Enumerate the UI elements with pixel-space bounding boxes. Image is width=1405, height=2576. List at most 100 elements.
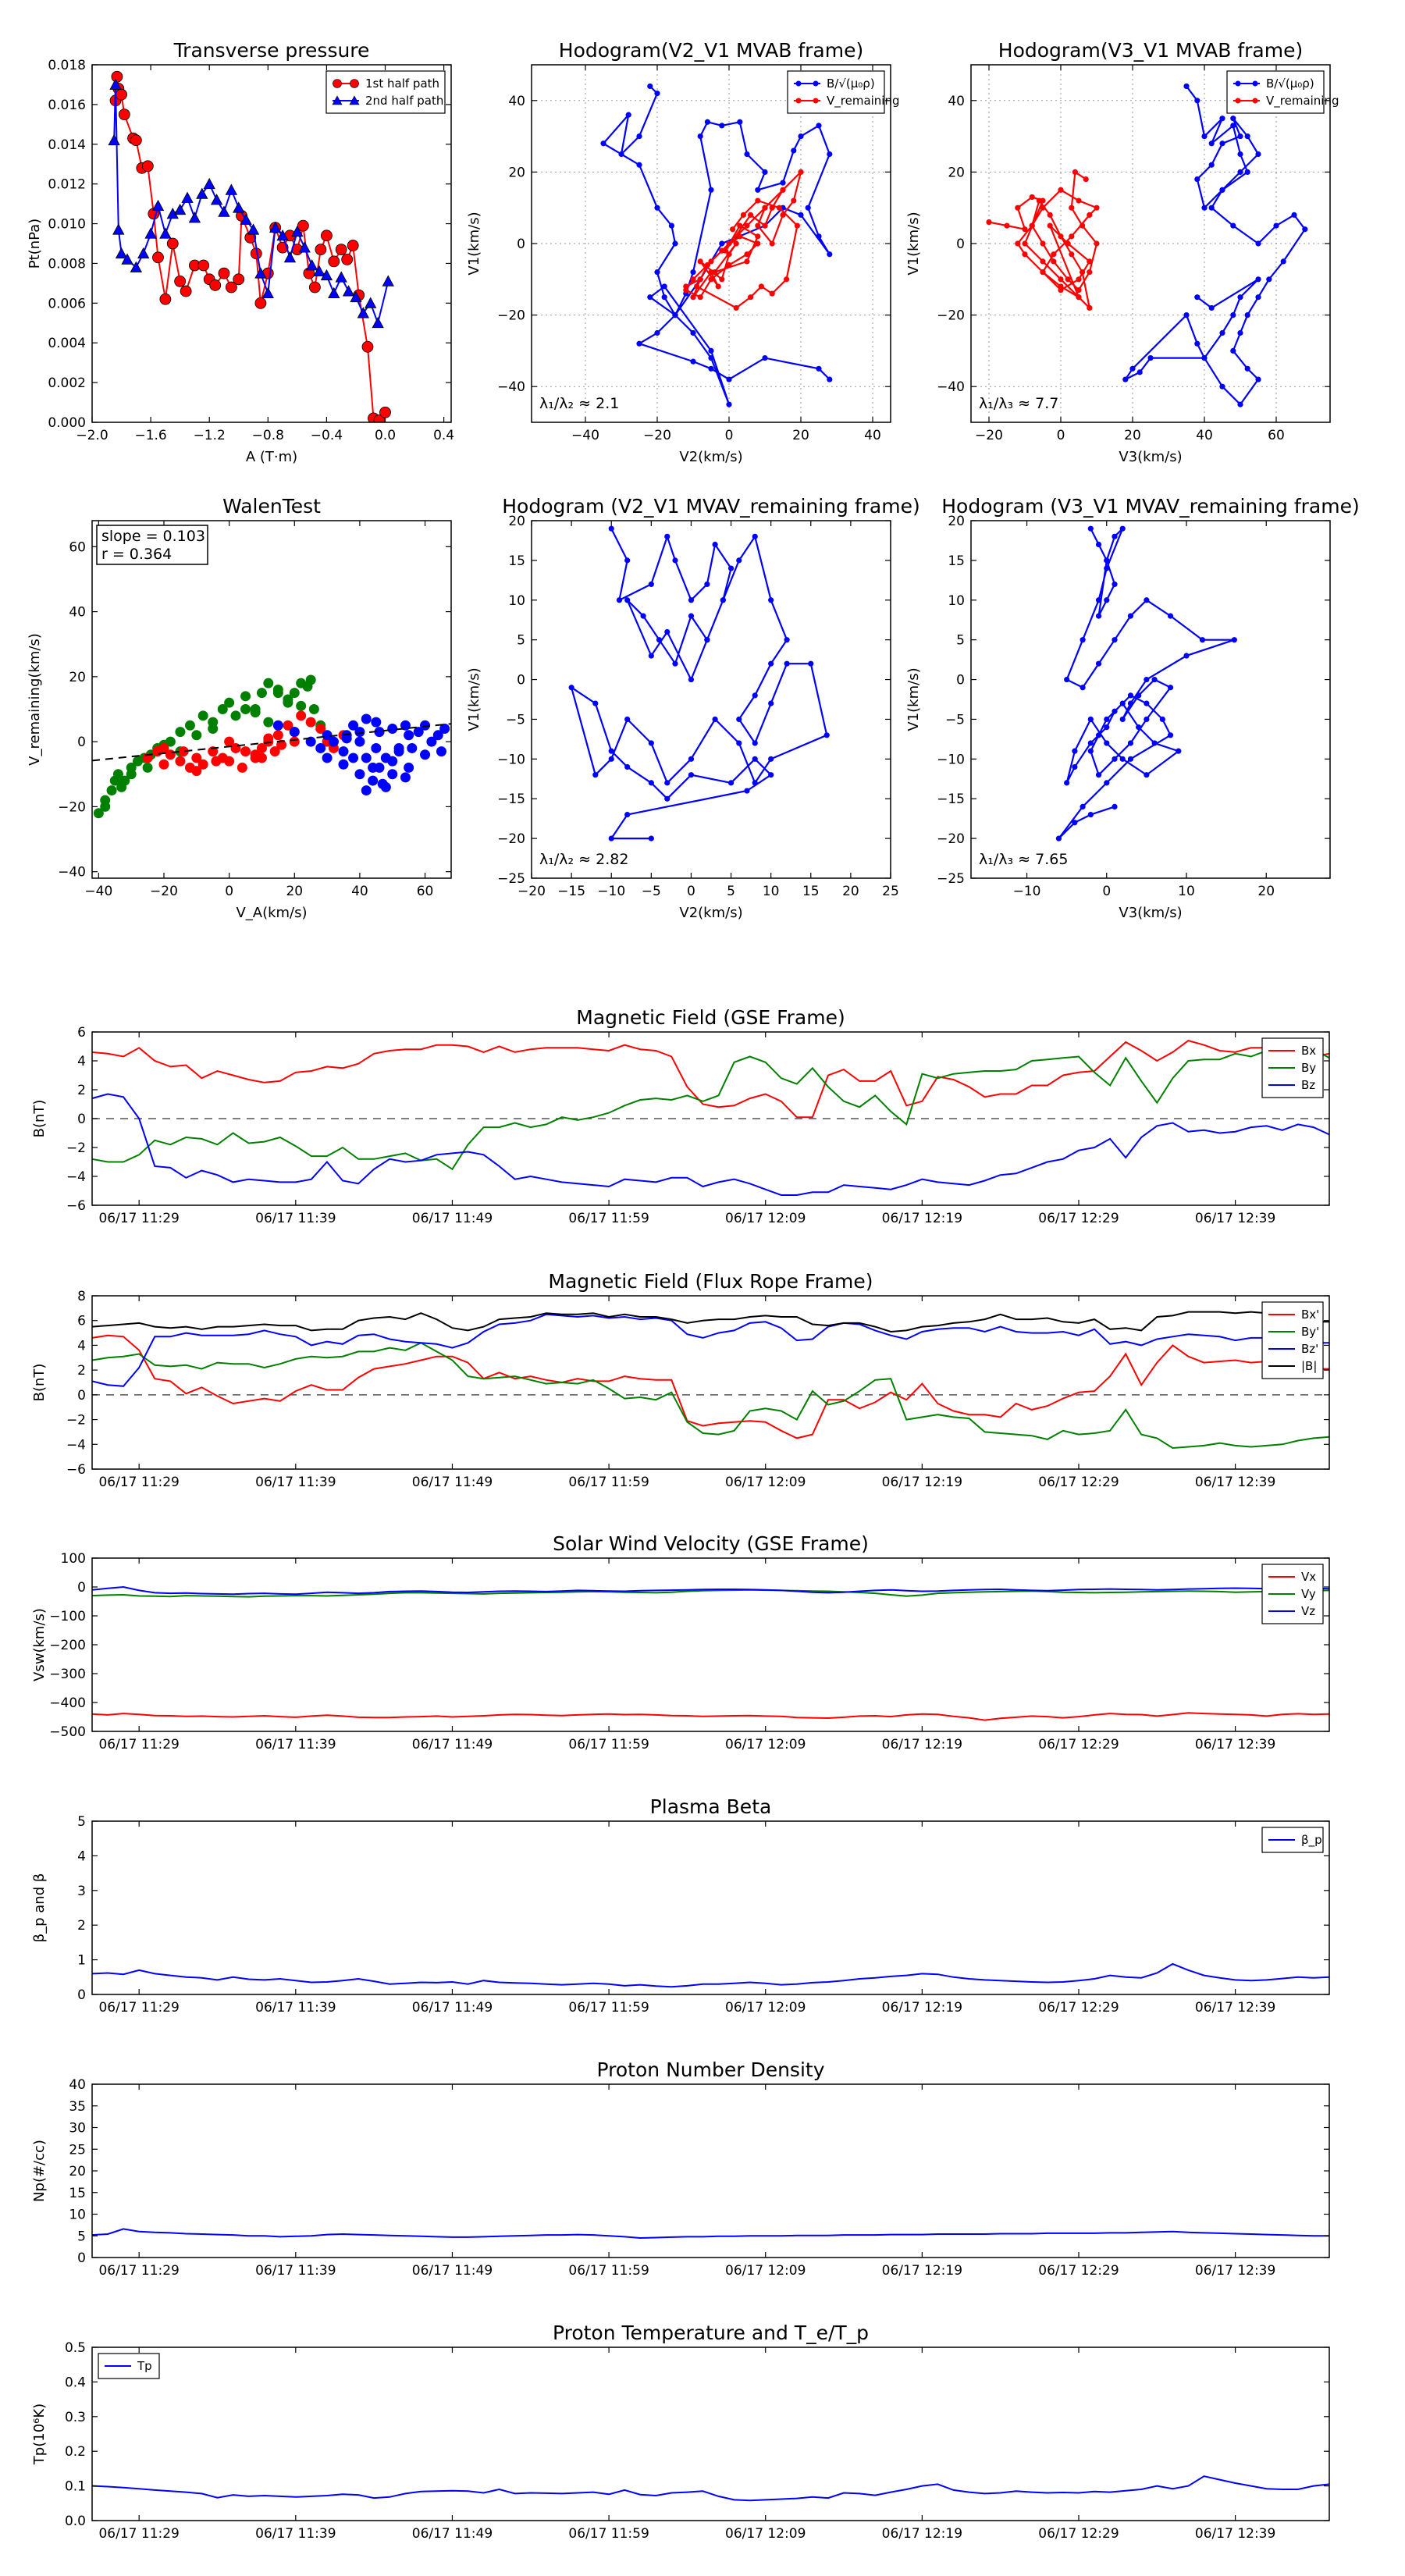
data-point (254, 267, 267, 279)
data-point (1040, 269, 1046, 276)
data-point (664, 533, 670, 539)
data-point (1015, 240, 1021, 247)
data-point (1083, 176, 1089, 183)
x-tick-label: 06/17 11:39 (255, 2526, 336, 2542)
data-point (354, 769, 365, 780)
y-tick-label: 0.2 (65, 2444, 86, 2460)
data-point (361, 753, 372, 763)
legend-label: By' (1301, 1325, 1319, 1339)
y-tick-label: −5 (945, 712, 965, 728)
x-axis-label: A (T·m) (246, 449, 297, 465)
data-point (755, 222, 761, 229)
y-tick-label: −40 (937, 379, 965, 395)
data-point (664, 795, 670, 802)
data-point (688, 676, 695, 683)
x-tick-label: 60 (417, 884, 434, 899)
legend-box (1226, 70, 1325, 114)
tp-frame (91, 64, 452, 423)
data-point (283, 720, 293, 731)
data-point (1112, 803, 1118, 809)
y-tick-label: 40 (508, 94, 525, 109)
x-tick-label: 06/17 11:49 (412, 1475, 493, 1490)
legend-label: 2nd half path (365, 94, 443, 108)
data-point (256, 742, 267, 753)
data-point (697, 258, 703, 265)
x-tick-label: 06/17 11:49 (412, 2526, 493, 2542)
data-point (827, 151, 833, 158)
y-tick-label: 20 (508, 165, 525, 180)
data-point (1064, 780, 1070, 786)
data-point (640, 613, 646, 619)
series-line-1 (92, 1589, 1329, 1598)
data-point (115, 247, 128, 259)
x-tick-label: 0.4 (433, 428, 454, 443)
eigenvalue-ratio-note: λ₁/λ₃ ≈ 7.65 (979, 851, 1068, 868)
x-tick-label: 06/17 12:29 (1038, 1475, 1119, 1490)
data-point (755, 233, 761, 240)
h4-frame (970, 520, 1331, 879)
y-tick-label: −5 (506, 712, 525, 728)
y-axis-label: V1(km/s) (466, 212, 482, 275)
data-point (726, 401, 732, 407)
data-point (263, 678, 274, 688)
tpr-data (92, 2475, 1329, 2502)
data-point (283, 694, 293, 705)
data-point (297, 219, 309, 232)
y-tick-label: 60 (69, 539, 86, 555)
y-tick-label: 20 (948, 165, 965, 180)
y-tick-label: 5 (77, 1814, 86, 1830)
x-tick-label: −10 (597, 884, 625, 899)
y-tick-label: 2 (77, 1363, 86, 1379)
series-line-1 (92, 1342, 1329, 1450)
data-point (180, 285, 192, 297)
data-point (1095, 772, 1102, 778)
x-tick-label: 06/17 11:29 (98, 2263, 179, 2279)
data-point (1076, 294, 1082, 301)
data-point (165, 749, 176, 760)
data-point (240, 703, 251, 714)
y-tick-label: 30 (69, 2121, 86, 2137)
x-tick-label: 06/17 12:19 (882, 2263, 962, 2279)
y-tick-label: 40 (69, 2077, 86, 2093)
data-point (1095, 613, 1102, 619)
data-point (762, 169, 768, 175)
data-point (798, 212, 804, 218)
data-point (1302, 226, 1308, 233)
x-tick-label: 06/17 12:39 (1195, 1737, 1275, 1752)
data-point (335, 244, 347, 256)
y-tick-label: −15 (937, 792, 965, 807)
series-line-0 (92, 2228, 1329, 2240)
vsw-data (92, 1585, 1329, 1721)
data-point (1076, 286, 1082, 294)
data-point (1051, 258, 1057, 265)
np-frame (91, 2083, 1330, 2258)
y-tick-label: −40 (497, 379, 525, 395)
data-point (1208, 304, 1215, 311)
data-point (348, 720, 359, 731)
data-point (798, 169, 804, 175)
y-tick-label: −6 (66, 1198, 86, 1214)
series-line-2 (92, 1093, 1329, 1196)
data-point (719, 123, 725, 129)
data-point (1201, 205, 1208, 211)
x-tick-label: −1.2 (194, 428, 226, 443)
data-point (365, 297, 377, 308)
legend: Bx By Bz (1261, 1037, 1324, 1098)
data-point (1112, 708, 1118, 714)
series-line-0 (570, 528, 828, 840)
data-point (1022, 226, 1028, 233)
data-point (184, 720, 195, 731)
data-point (672, 660, 678, 667)
data-point (654, 269, 660, 276)
data-point (768, 772, 774, 778)
fit-line (92, 723, 451, 762)
series-line-2 (92, 1585, 1329, 1596)
data-point (289, 727, 300, 738)
data-point (708, 258, 714, 265)
data-point (816, 233, 822, 240)
data-point (1255, 240, 1261, 247)
data-point (1029, 222, 1035, 229)
y-tick-label: 5 (956, 633, 965, 649)
data-point (191, 766, 202, 777)
